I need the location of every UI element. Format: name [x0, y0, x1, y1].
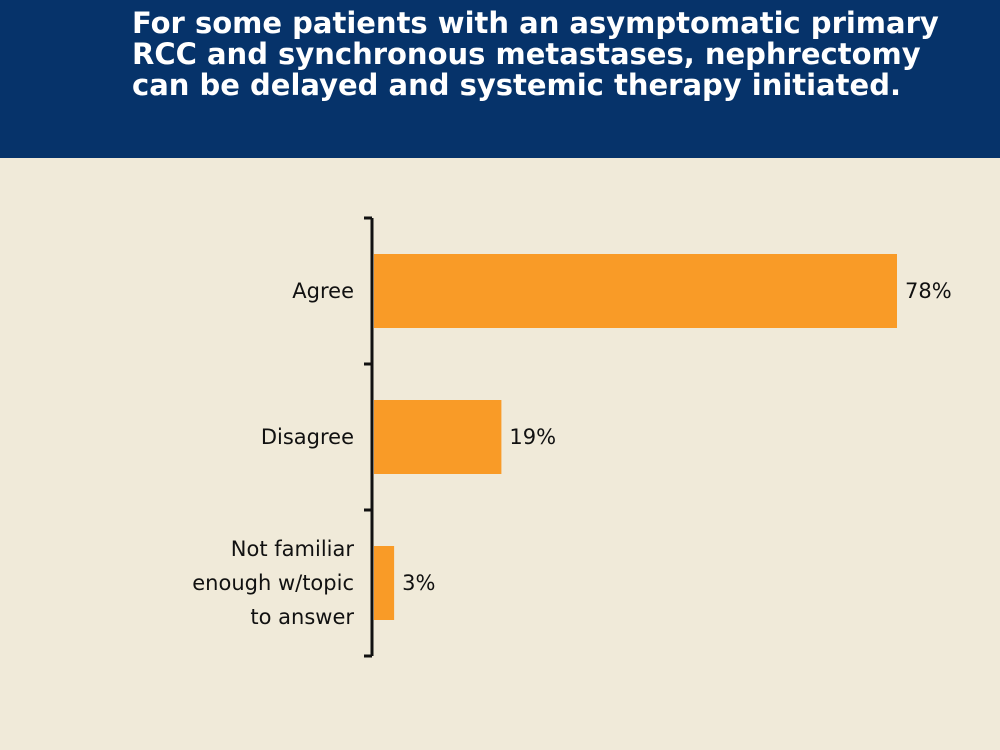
category-label-1: Agree: [292, 279, 354, 303]
bar-3: [374, 546, 395, 620]
value-label-2: 19%: [509, 425, 556, 449]
bar-1: [374, 254, 897, 328]
bar-2: [374, 400, 502, 474]
value-label-3: 3%: [402, 571, 435, 595]
category-label-line: Agree: [292, 279, 354, 303]
category-label-3: Not familiar enough w/topic to answer: [192, 537, 354, 629]
category-label-line: Not familiar: [231, 537, 355, 561]
category-label-line: to answer: [250, 605, 354, 629]
category-label-line: enough w/topic: [192, 571, 354, 595]
category-label-line: Disagree: [261, 425, 354, 449]
value-label-1: 78%: [905, 279, 952, 303]
slide-title: For some patients with an asymptomatic p…: [132, 6, 939, 102]
title-banner: For some patients with an asymptomatic p…: [0, 0, 1000, 158]
category-label-2: Disagree: [261, 425, 354, 449]
